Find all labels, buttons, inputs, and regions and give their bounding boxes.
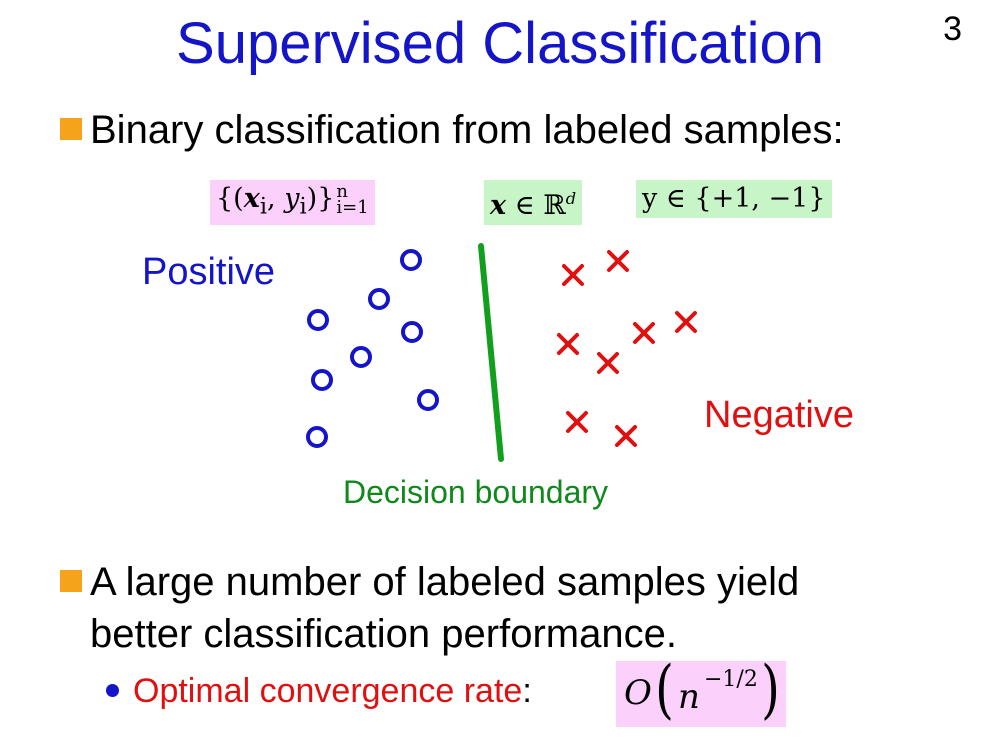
decision-boundary-label: Decision boundary [343, 474, 609, 510]
positive-sample-icon [350, 346, 372, 368]
page-number: 3 [943, 10, 962, 48]
sub-bullet-convergence: Optimal convergence rate: [106, 670, 532, 712]
positive-sample-icon [417, 389, 439, 411]
slide-title: Supervised Classification [176, 11, 824, 76]
negative-sample-icon [557, 333, 579, 355]
colon: : [522, 672, 532, 710]
positive-label: Positive [142, 251, 276, 293]
negative-sample-icon [562, 264, 584, 286]
bullet-square-icon [60, 570, 82, 592]
bullet-binary-classification: Binary classification from labeled sampl… [90, 108, 844, 152]
bullet-line-1: A large number of labeled samples yield [90, 560, 800, 604]
formula-dataset: {(xi, yi)} n i=1 [210, 180, 375, 226]
sub-bullet-dot-icon [106, 683, 119, 697]
negative-sample-icon [607, 250, 629, 272]
negative-sample-icon [597, 352, 619, 374]
negative-label: Negative [704, 394, 854, 436]
negative-sample-icon [566, 411, 588, 433]
decision-boundary-line [478, 243, 504, 462]
convergence-rate-label: Optimal convergence rate [133, 672, 523, 710]
formula-x-domain: x ∈ ℝd [484, 180, 583, 225]
bullet-large-number: A large number of labeled samples yield … [90, 556, 799, 660]
negative-sample-icon [633, 322, 655, 344]
negative-sample-icon [615, 425, 637, 447]
positive-sample-icon [400, 249, 422, 271]
positive-sample-icon [368, 288, 390, 310]
positive-sample-icon [401, 321, 423, 343]
formula-convergence-rate: O ( n −1/2 ) [616, 658, 786, 727]
bullet-line-2: better classification performance. [90, 612, 677, 656]
positive-sample-icon [306, 426, 328, 448]
positive-sample-icon [307, 309, 329, 331]
negative-sample-icon [675, 311, 697, 333]
positive-sample-icon [311, 369, 333, 391]
formula-y-domain: y ∈ {+1, −1} [636, 180, 832, 218]
bullet-square-icon [60, 118, 82, 140]
